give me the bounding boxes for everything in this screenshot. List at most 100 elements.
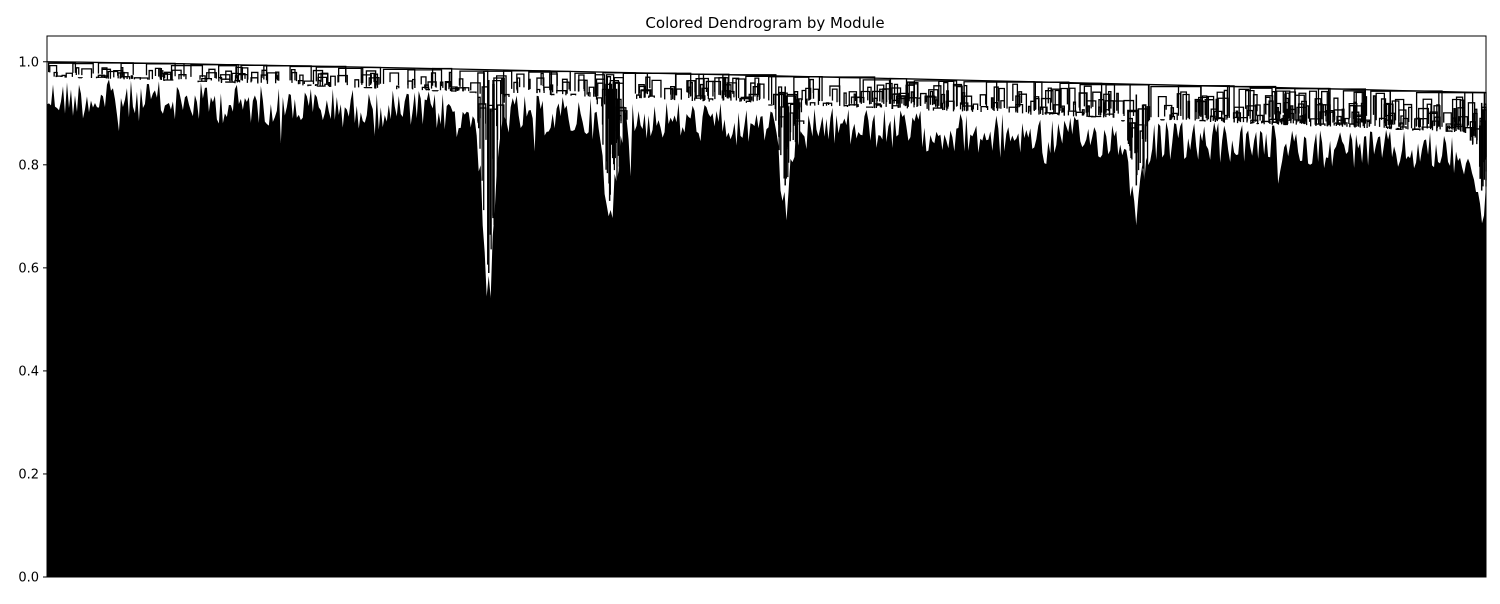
dendrogram-link	[933, 108, 943, 111]
dendrogram-link	[62, 75, 65, 77]
dendrogram-link	[1043, 107, 1046, 115]
dendrogram-link	[827, 103, 829, 106]
dendrogram-link	[671, 89, 673, 100]
dendrogram-link	[1416, 118, 1419, 127]
dendrogram-link	[505, 95, 509, 97]
dendrogram-link	[823, 103, 831, 106]
dendrogram-link	[746, 101, 750, 103]
dendrogram-link	[304, 81, 313, 84]
dendrogram-link	[66, 73, 72, 77]
dendrogram-link	[769, 105, 772, 106]
dendrogram-link	[980, 95, 985, 106]
dendrogram-link	[1413, 129, 1420, 130]
dendrogram-link	[164, 80, 172, 81]
dendrogram-link	[328, 83, 329, 87]
dendrogram-link	[649, 96, 654, 98]
dendrogram-link	[131, 76, 132, 79]
dendrogram-link	[597, 98, 601, 106]
dendrogram-link	[470, 92, 476, 93]
dendrogram-link	[1084, 86, 1091, 108]
dendrogram-link	[397, 86, 399, 89]
dendrogram-link	[390, 73, 399, 85]
dendrogram-link	[529, 79, 530, 90]
dendrogram-link	[76, 68, 78, 75]
dendrogram-link	[459, 79, 462, 91]
dendrogram-link	[298, 81, 302, 86]
chart-title: Colored Dendrogram by Module	[645, 14, 884, 32]
dendrogram-link	[134, 78, 140, 80]
dendrogram-link	[854, 94, 855, 106]
dendrogram-link	[810, 103, 814, 106]
y-axis: 0.00.20.40.60.81.0	[18, 55, 47, 585]
dendrogram-link	[973, 104, 977, 110]
dendrogram-link	[155, 68, 160, 78]
dendrogram-link	[552, 94, 554, 95]
dendrogram-link	[82, 69, 92, 78]
dendrogram-link	[802, 91, 805, 104]
dendrogram-link	[198, 81, 206, 82]
dendrogram-link	[1095, 116, 1100, 117]
dendrogram-link	[364, 88, 371, 89]
dendrogram-link	[1200, 121, 1205, 122]
dendrogram-link	[1001, 101, 1005, 109]
dendrogram-leaf-mass	[47, 79, 1486, 577]
dendrogram-link	[1328, 122, 1329, 126]
dendrogram-link	[844, 93, 846, 106]
dendrogram-link	[1061, 88, 1067, 105]
dendrogram-link	[1068, 111, 1076, 115]
dendrogram-link	[1225, 116, 1227, 120]
y-tick-label: 1.0	[18, 55, 39, 70]
dendrogram-link	[931, 92, 933, 106]
dendrogram-link	[1437, 105, 1439, 131]
dendrogram-link	[432, 73, 436, 89]
dendrogram-link	[408, 81, 412, 89]
dendrogram-link	[1055, 90, 1059, 115]
y-tick-label: 0.0	[18, 571, 39, 586]
dendrogram-link	[571, 94, 576, 95]
dendrogram-link	[867, 107, 873, 108]
dendrogram-link	[118, 73, 120, 78]
dendrogram-link	[50, 66, 57, 77]
dendrogram-link	[844, 106, 847, 107]
dendrogram-link	[637, 95, 640, 99]
dendrogram-link	[308, 85, 311, 86]
dendrogram-link	[355, 80, 359, 88]
dendrogram-link	[832, 89, 837, 102]
dendrogram-link	[1029, 106, 1031, 113]
dendrogram-link	[1036, 99, 1039, 115]
dendrogram-link	[579, 75, 584, 91]
dendrogram-link	[790, 113, 793, 141]
dendrogram-link	[647, 73, 690, 96]
dendrogram-link	[709, 99, 712, 102]
dendrogram-link	[1471, 129, 1472, 141]
dendrogram-link	[557, 91, 566, 96]
dendrogram-link	[541, 73, 543, 86]
y-tick-label: 0.8	[18, 158, 39, 173]
y-tick-label: 0.6	[18, 261, 39, 276]
dendrogram-link	[209, 69, 215, 79]
dendrogram-link	[652, 80, 661, 97]
dendrogram-link	[108, 72, 117, 79]
dendrogram-link	[999, 89, 1004, 109]
dendrogram-link	[49, 63, 76, 73]
dendrogram-link	[179, 75, 186, 80]
dendrogram-link	[918, 98, 921, 106]
dendrogram-link	[537, 90, 540, 94]
leaf-mass	[47, 79, 1486, 577]
dendrogram-link	[482, 87, 488, 181]
dendrogram-link	[1373, 96, 1375, 126]
dendrogram-link	[1382, 99, 1386, 120]
y-tick-label: 0.2	[18, 467, 39, 482]
dendrogram-link	[1251, 123, 1252, 124]
dendrogram-link	[992, 98, 993, 110]
dendrogram-link	[736, 79, 745, 98]
dendrogram-link	[446, 82, 449, 90]
dendrogram-link	[1106, 114, 1114, 118]
dendrogram-link	[819, 77, 874, 103]
dendrogram-link	[588, 93, 590, 97]
dendrogram-link	[140, 78, 147, 80]
dendrogram-link	[1117, 93, 1118, 113]
dendrogram-link	[480, 108, 486, 149]
